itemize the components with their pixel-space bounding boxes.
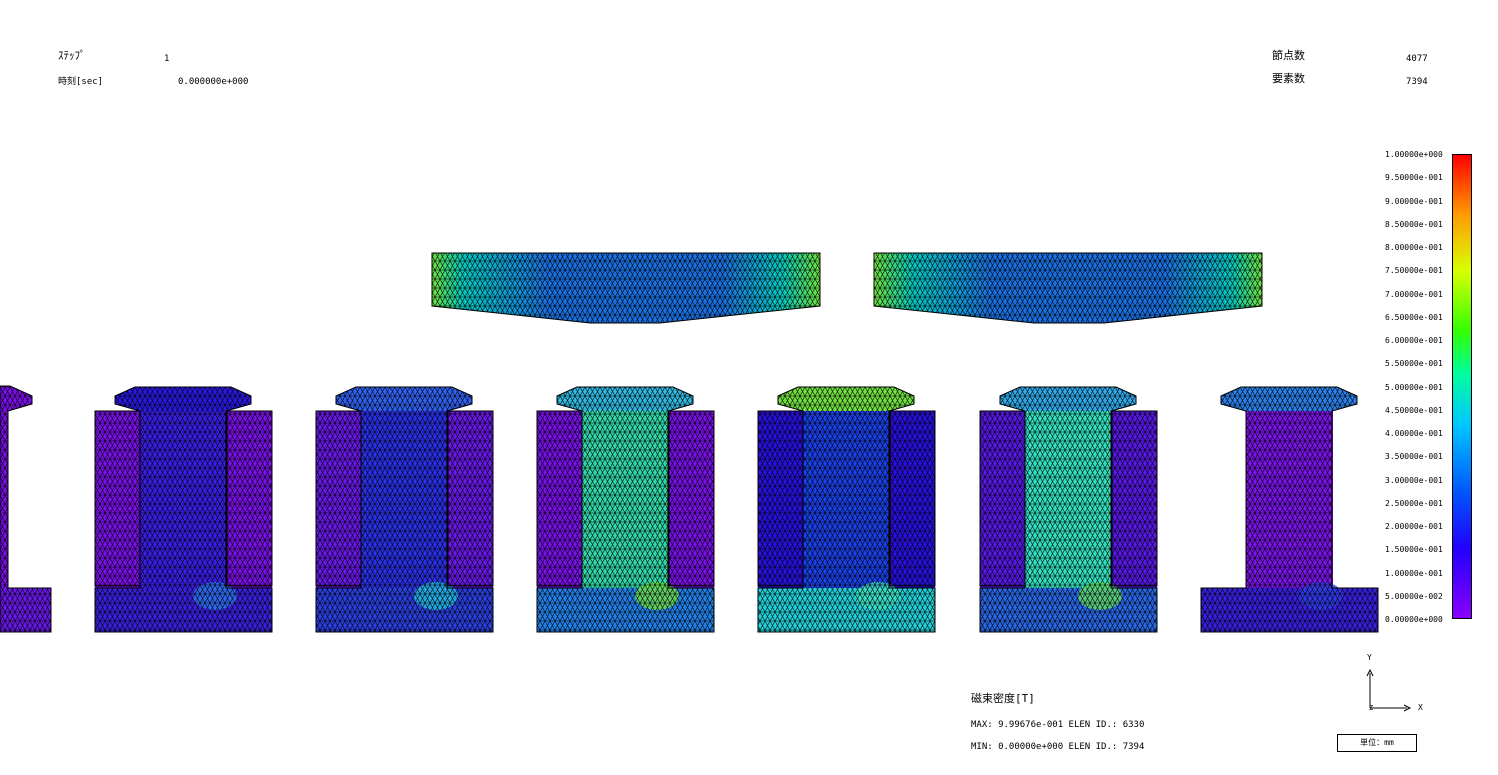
colorbar-tick-label: 8.50000e-001 bbox=[1385, 219, 1443, 229]
axis-y-label: Y bbox=[1367, 653, 1372, 662]
axis-z-label: Z bbox=[1369, 704, 1373, 712]
min-value: MIN: 0.00000e+000 ELEN ID.: 7394 bbox=[971, 742, 1145, 752]
time-label: 時刻[sec] bbox=[58, 77, 104, 87]
magnet-right bbox=[873, 252, 1263, 324]
axis-triad-icon: Y X Z bbox=[1366, 653, 1423, 712]
colorbar-tick-label: 5.50000e-001 bbox=[1385, 359, 1443, 369]
nodes-label: 節点数 bbox=[1272, 49, 1305, 62]
max-value: MAX: 9.99676e-001 ELEN ID.: 6330 bbox=[971, 720, 1145, 730]
tooth-3 bbox=[536, 386, 715, 633]
colorbar bbox=[1452, 154, 1472, 619]
colorbar-tick-label: 1.00000e-001 bbox=[1385, 568, 1443, 578]
magnet-left bbox=[431, 252, 821, 324]
tooth-6 bbox=[1200, 386, 1379, 633]
tooth-4 bbox=[757, 386, 936, 633]
colorbar-tick-label: 1.50000e-001 bbox=[1385, 545, 1443, 555]
colorbar-tick-label: 4.50000e-001 bbox=[1385, 405, 1443, 415]
step-value: 1 bbox=[164, 54, 170, 64]
colorbar-tick-label: 9.00000e-001 bbox=[1385, 196, 1443, 206]
colorbar-tick-label: 2.00000e-001 bbox=[1385, 522, 1443, 531]
quantity-label: 磁束密度[T] bbox=[971, 692, 1035, 705]
time-value: 0.000000e+000 bbox=[178, 77, 249, 87]
tooth-2 bbox=[315, 386, 494, 633]
colorbar-tick-label: 8.00000e-001 bbox=[1385, 243, 1443, 252]
colorbar-tick-label: 7.50000e-001 bbox=[1385, 266, 1443, 276]
nodes-value: 4077 bbox=[1406, 54, 1428, 64]
tooth-5 bbox=[979, 386, 1158, 633]
step-label: ｽﾃｯﾌﾟ bbox=[58, 49, 86, 62]
colorbar-tick-label: 3.00000e-001 bbox=[1385, 475, 1443, 485]
colorbar-tick-label: 5.00000e-001 bbox=[1385, 382, 1443, 392]
colorbar-tick-label: 5.00000e-002 bbox=[1385, 591, 1443, 601]
unit-label: 単位：mm bbox=[1337, 734, 1417, 752]
colorbar-tick-label: 2.50000e-001 bbox=[1385, 498, 1443, 508]
colorbar-tick-label: 0.00000e+000 bbox=[1385, 615, 1443, 624]
colorbar-tick-label: 9.50000e-001 bbox=[1385, 173, 1443, 183]
colorbar-tick-label: 6.50000e-001 bbox=[1385, 312, 1443, 322]
elements-label: 要素数 bbox=[1272, 72, 1305, 85]
stator-teeth bbox=[0, 385, 1379, 633]
axis-x-label: X bbox=[1418, 703, 1423, 712]
colorbar-tick-label: 1.00000e+000 bbox=[1385, 150, 1443, 159]
colorbar-tick-label: 6.00000e-001 bbox=[1385, 336, 1443, 345]
elements-value: 7394 bbox=[1406, 77, 1428, 87]
tooth-1 bbox=[94, 386, 273, 633]
colorbar-tick-label: 7.00000e-001 bbox=[1385, 289, 1443, 299]
tooth-partial-left bbox=[0, 385, 52, 633]
colorbar-tick-label: 3.50000e-001 bbox=[1385, 452, 1443, 462]
colorbar-tick-label: 4.00000e-001 bbox=[1385, 429, 1443, 438]
